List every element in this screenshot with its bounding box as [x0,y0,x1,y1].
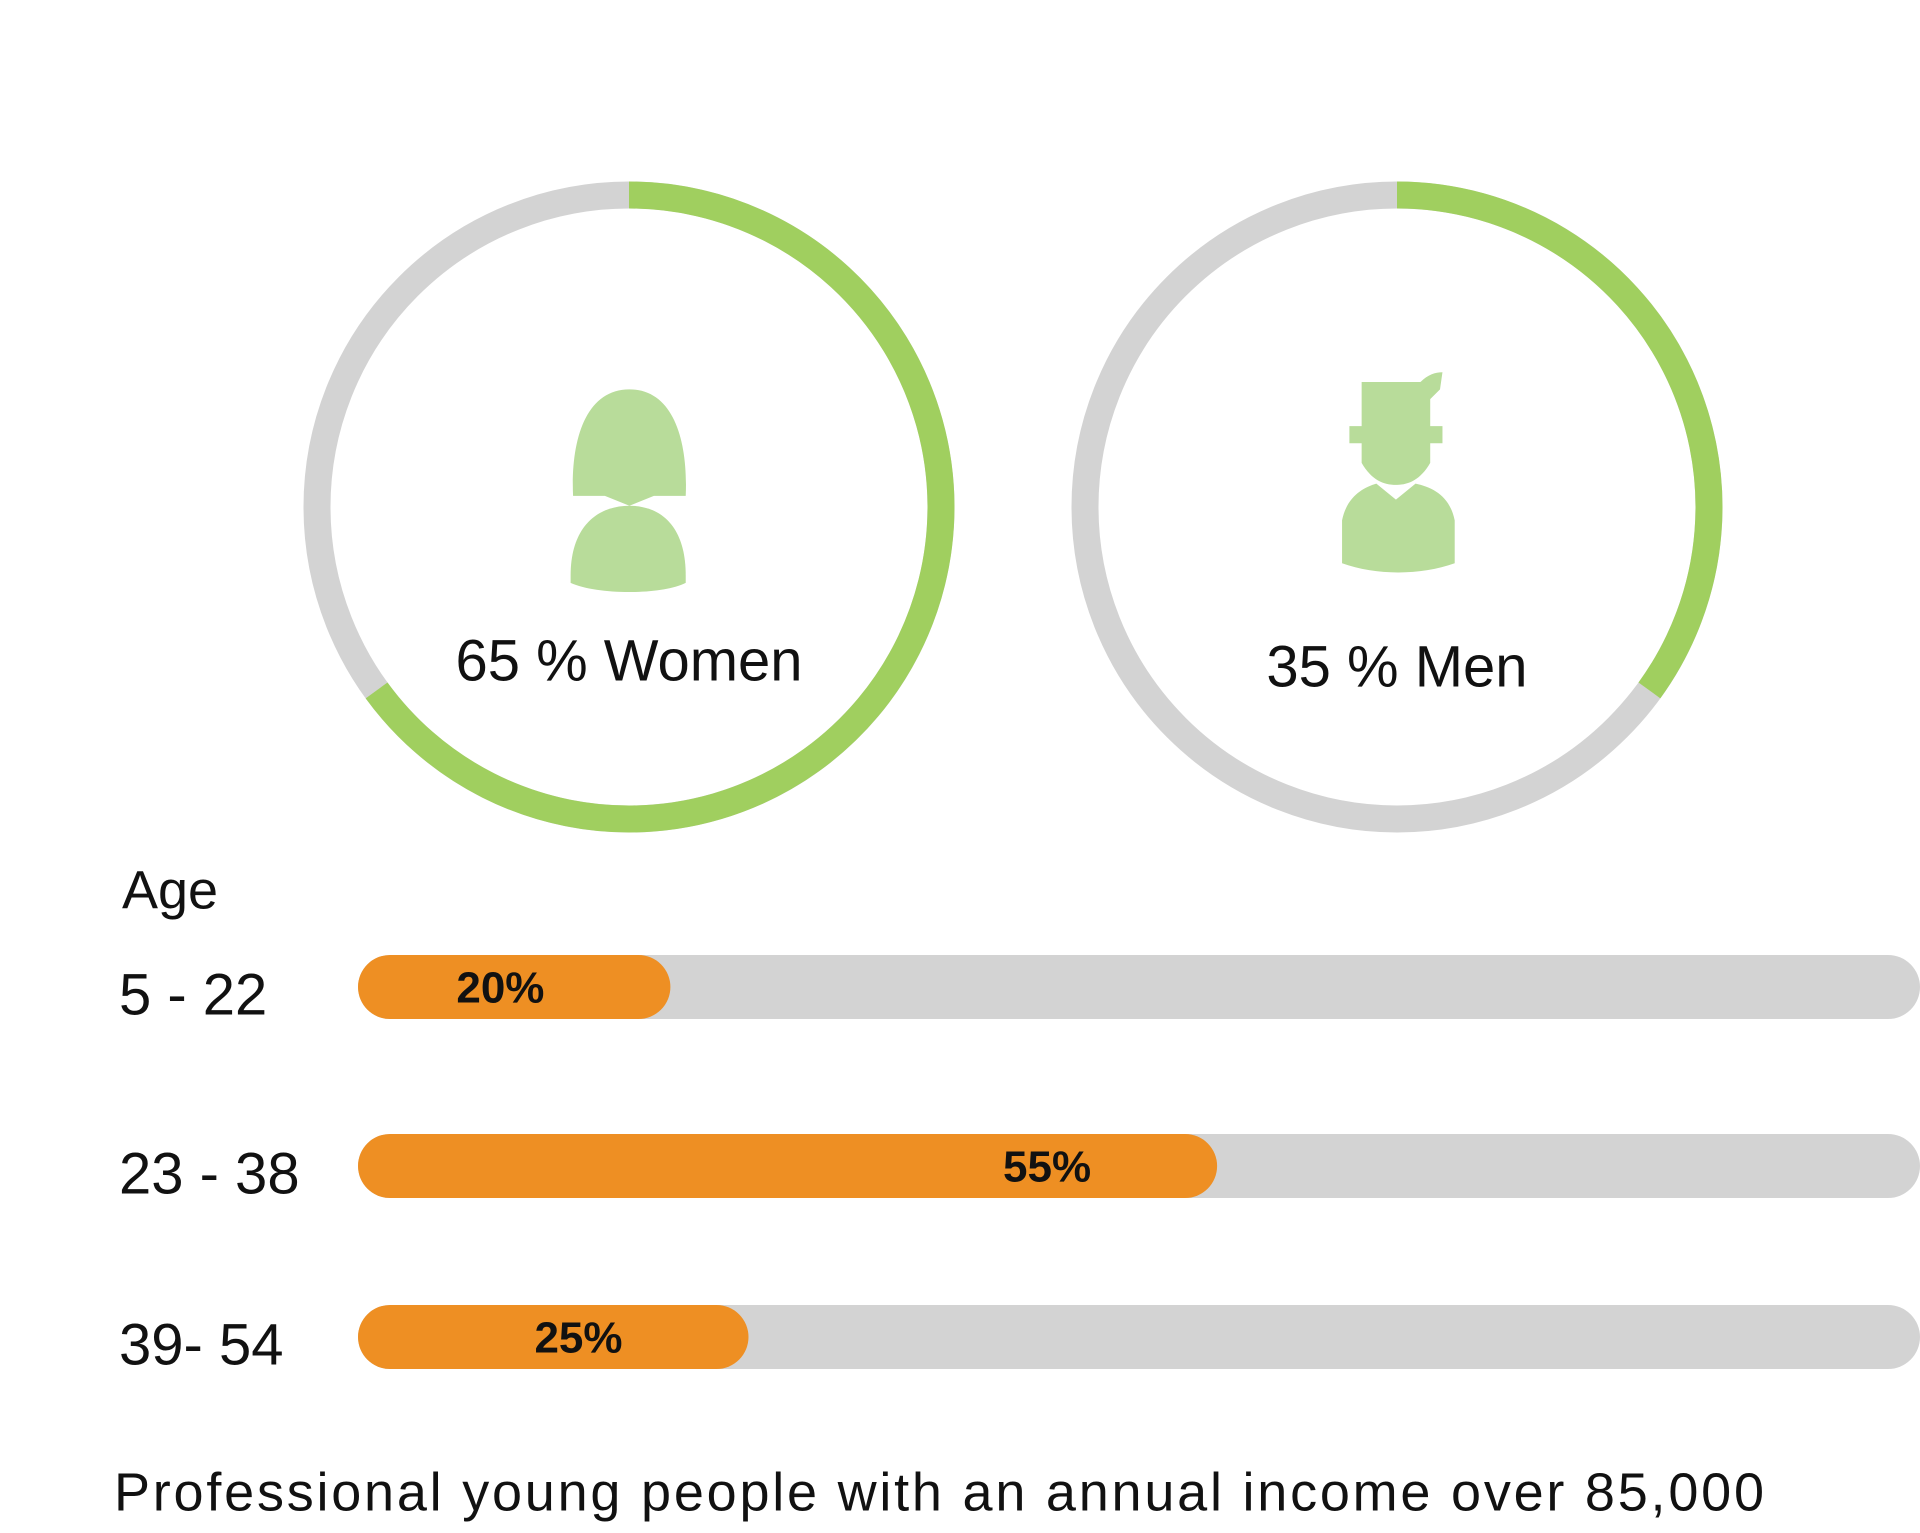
bar-title: Age [122,860,218,920]
ring-label: 35 % Men [1266,634,1527,699]
ring-label: 65 % Women [455,628,802,693]
ring-arc [1396,181,1723,699]
ring-arc [365,181,955,833]
bar [358,955,671,1019]
bar-value-label: 20% [456,964,544,1013]
woman-icon-body [570,505,686,593]
man-icon-head [1349,372,1443,485]
bar [358,1305,749,1369]
bar [358,1134,1218,1198]
category-label: 39- 54 [119,1312,283,1377]
woman-icon-hair [572,389,686,506]
man-icon-body [1342,483,1455,573]
bar-value-label: 25% [534,1314,622,1363]
bar-track [358,1305,1920,1369]
caption: Professional young people with an annual… [114,1462,1764,1522]
bar-value-label: 55% [1003,1143,1091,1192]
icons [570,372,1455,593]
category-label: 5 - 22 [119,962,267,1027]
bar-track [358,955,1920,1019]
category-label: 23 - 38 [119,1141,300,1206]
